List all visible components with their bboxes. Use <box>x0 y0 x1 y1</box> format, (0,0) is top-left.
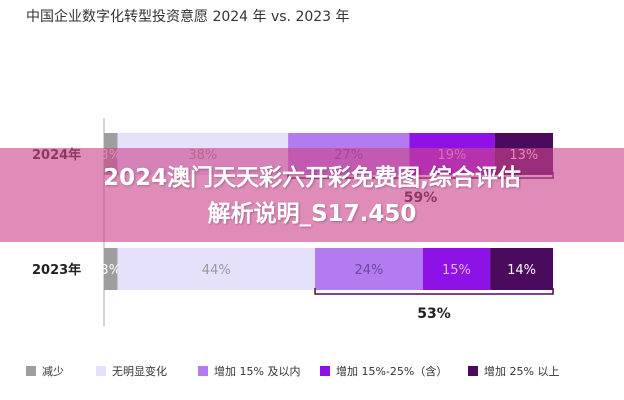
legend-label: 无明显变化 <box>112 364 167 378</box>
overlay-text: 2024澳门天天彩六开彩免费图,综合评估 解析说明_S17.450 <box>0 160 624 232</box>
legend-label: 增加 25% 以上 <box>484 364 559 378</box>
legend-label: 增加 15% 及以内 <box>214 364 300 378</box>
data-label: 24% <box>354 263 383 278</box>
category-label: 2023年 <box>32 262 81 278</box>
increase-bracket <box>314 288 554 295</box>
legend-swatch <box>468 366 478 376</box>
overlay-banner <box>0 148 624 242</box>
data-label: 14% <box>507 263 536 278</box>
data-label: 3% <box>100 263 121 278</box>
overlay-line-2: 解析说明_S17.450 <box>207 201 417 227</box>
bar-segment <box>422 248 491 290</box>
bar-segment <box>117 248 316 290</box>
bracket-total-label: 53% <box>417 306 451 322</box>
bar-segment <box>104 248 118 290</box>
legend-swatch <box>26 366 36 376</box>
data-label: 15% <box>442 263 471 278</box>
legend-swatch <box>198 366 208 376</box>
legend-swatch <box>320 366 330 376</box>
legend-label: 增加 15%-25%（含） <box>336 364 447 378</box>
legend-label: 减少 <box>42 365 64 378</box>
bar-segment <box>490 248 553 290</box>
overlay-line-1: 2024澳门天天彩六开彩免费图,综合评估 <box>103 165 521 191</box>
bar-segment <box>315 248 423 290</box>
chart-title: 中国企业数字化转型投资意愿 2024 年 vs. 2023 年 <box>26 8 350 25</box>
legend: 减少 无明显变化 增加 15% 及以内 增加 15%-25%（含） 增加 25% 以上 <box>26 364 559 378</box>
data-label: 44% <box>202 263 231 278</box>
legend-swatch <box>96 366 106 376</box>
